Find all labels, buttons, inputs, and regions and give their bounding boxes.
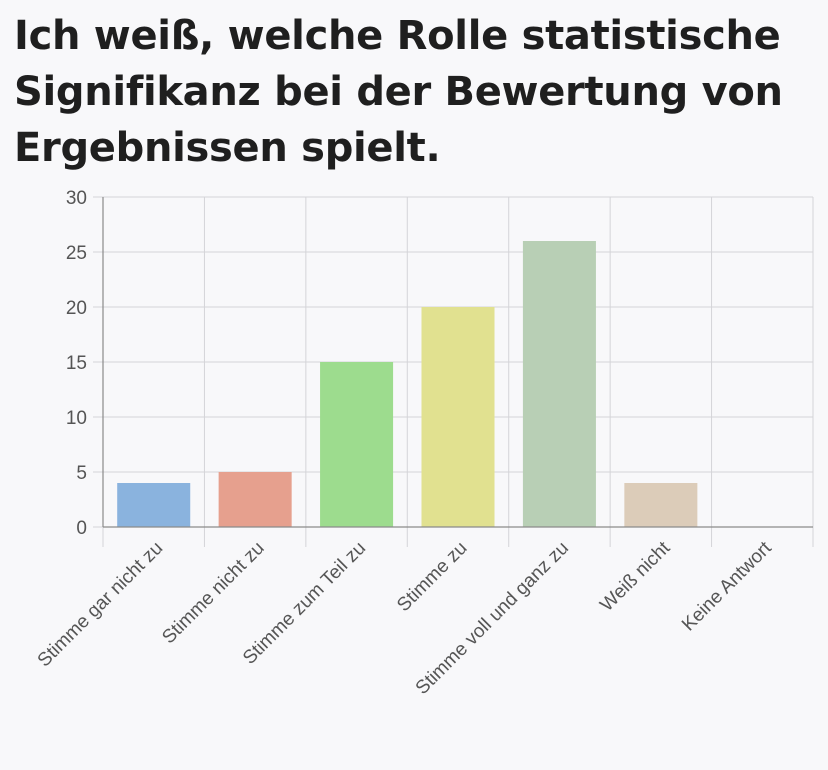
axes	[102, 197, 813, 528]
y-tick-label: 30	[66, 188, 87, 209]
x-tick-label: Stimme zu	[393, 538, 471, 616]
y-tick-label: 25	[66, 243, 87, 264]
y-tick-labels: 0 5 10 15 20 25 30	[66, 188, 87, 539]
bar	[624, 483, 698, 527]
x-tick-label: Weiß nicht	[596, 537, 675, 616]
bar	[320, 362, 394, 527]
chart-title: Ich weiß, welche Rolle statistische Sign…	[14, 13, 783, 171]
x-tick-label: Keine Antwort	[678, 537, 776, 635]
x-tick-label: Stimme nicht zu	[158, 538, 268, 648]
bars	[117, 241, 698, 527]
bar	[522, 241, 596, 527]
bar	[117, 483, 191, 527]
bar	[421, 307, 495, 527]
bar	[218, 472, 292, 527]
y-tick-label: 10	[66, 408, 87, 429]
y-tick-label: 20	[66, 298, 87, 319]
x-tick-label: Stimme gar nicht zu	[34, 538, 168, 672]
y-tick-label: 5	[76, 463, 87, 484]
y-tick-label: 0	[76, 518, 87, 539]
y-tick-label: 15	[66, 353, 87, 374]
